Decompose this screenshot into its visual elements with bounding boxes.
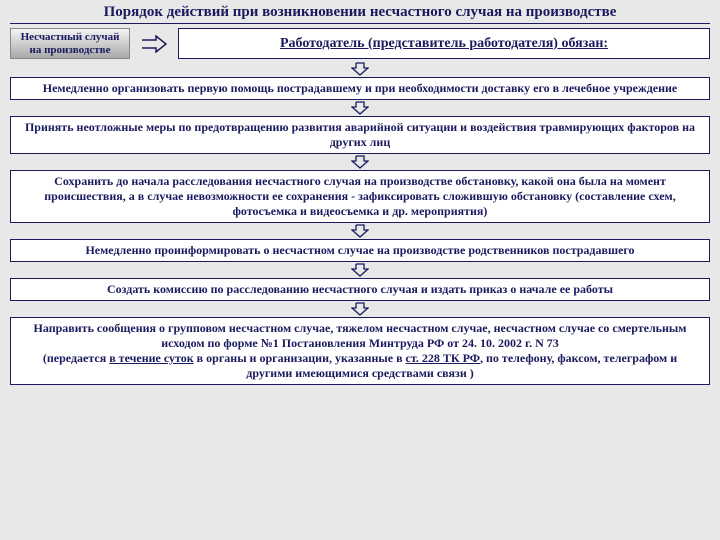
- step-box: Сохранить до начала расследования несчас…: [10, 170, 710, 223]
- final-step-prefix: (передается: [43, 351, 109, 365]
- arrow-down-icon: [351, 155, 369, 169]
- top-row: Несчастный случай на производстве Работо…: [10, 28, 710, 59]
- final-step-mid: в органы и организации, указанные в: [194, 351, 406, 365]
- page-title: Порядок действий при возникновении несча…: [10, 4, 710, 24]
- step-box: Немедленно проинформировать о несчастном…: [10, 239, 710, 262]
- arrow-down-icon: [351, 101, 369, 115]
- arrow-right-icon: [140, 28, 168, 59]
- step-box: Создать комиссию по расследованию несчас…: [10, 278, 710, 301]
- final-step-u2: ст. 228 ТК РФ: [406, 351, 480, 365]
- arrow-down-icon: [351, 224, 369, 238]
- final-step-line1: Направить сообщения о групповом несчастн…: [34, 321, 687, 350]
- arrow-down-icon: [351, 263, 369, 277]
- final-step-u1: в течение суток: [109, 351, 193, 365]
- page-root: Порядок действий при возникновении несча…: [0, 0, 720, 540]
- flow-column: Немедленно организовать первую помощь по…: [10, 61, 710, 385]
- arrow-down-icon: [351, 302, 369, 316]
- final-step-box: Направить сообщения о групповом несчастн…: [10, 317, 710, 385]
- incident-box: Несчастный случай на производстве: [10, 28, 130, 59]
- step-box: Немедленно организовать первую помощь по…: [10, 77, 710, 100]
- step-box: Принять неотложные меры по предотвращени…: [10, 116, 710, 154]
- employer-box: Работодатель (представитель работодателя…: [178, 28, 710, 59]
- arrow-down-icon: [351, 62, 369, 76]
